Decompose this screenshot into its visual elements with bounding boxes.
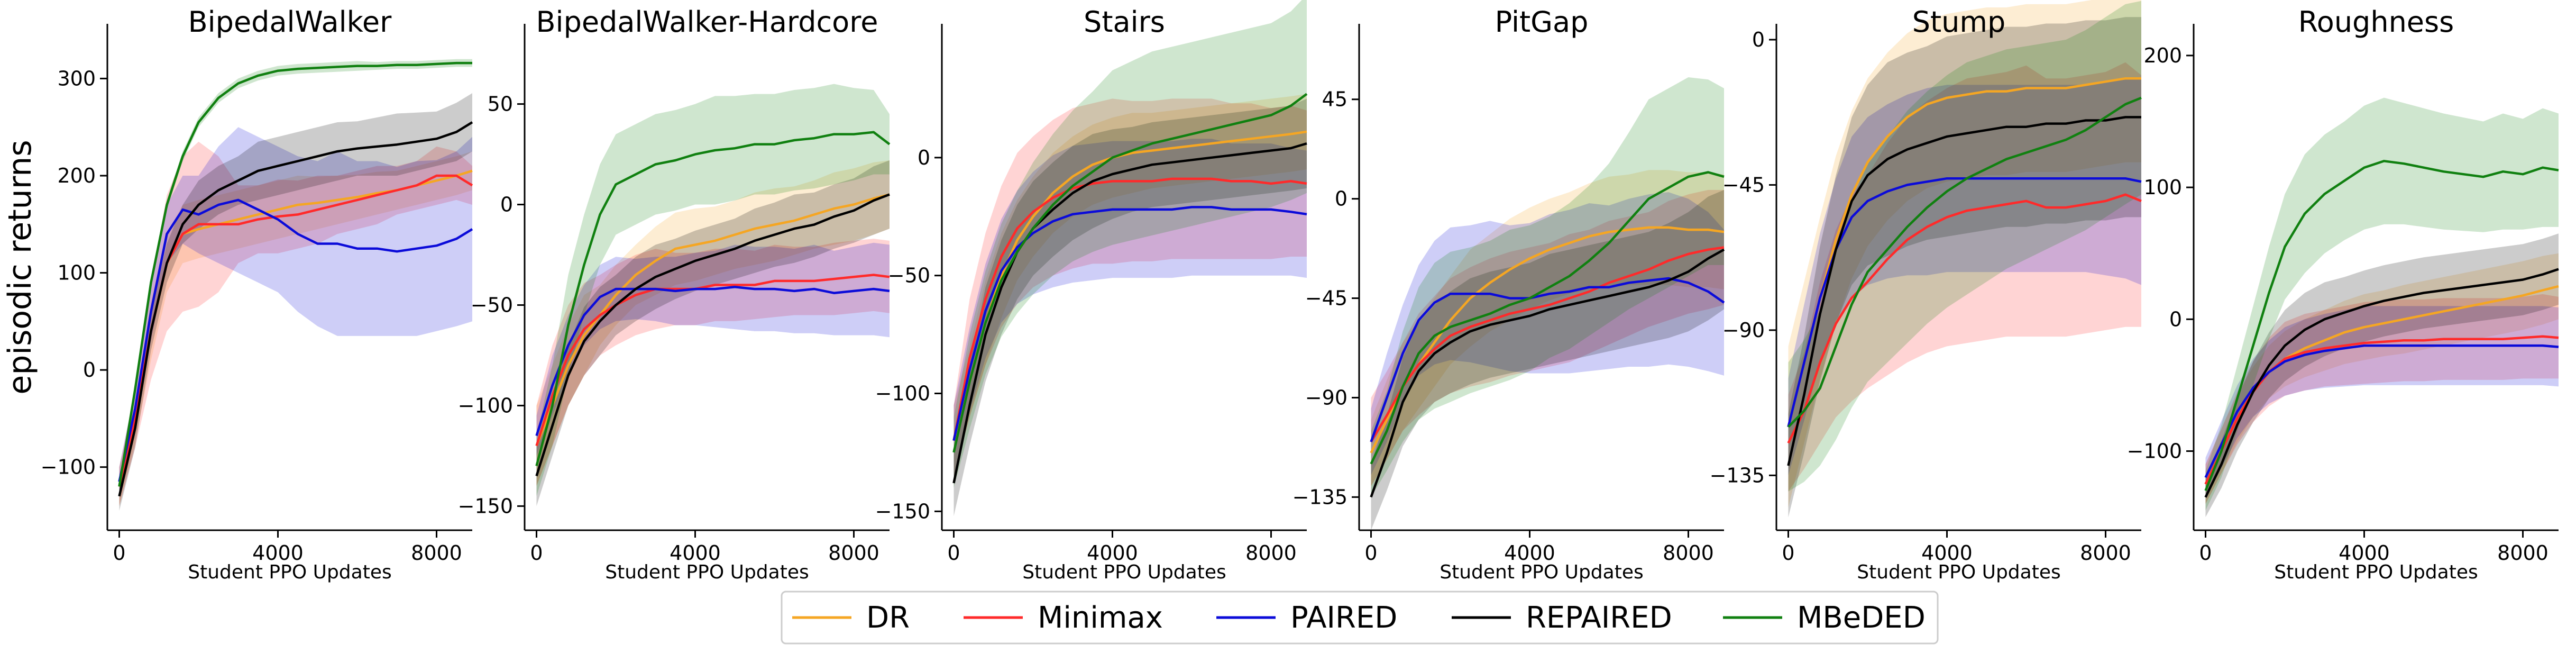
x-axis-label: Student PPO Updates bbox=[1857, 561, 2061, 583]
legend-label: REPAIRED bbox=[1526, 601, 1672, 635]
legend: DR Minimax PAIRED REPAIRED MBeDED bbox=[782, 592, 1938, 643]
panel-bipedalwalker: −100 0 100 200 300 0 4000 8000 BipedalWalker Stud… bbox=[41, 5, 472, 583]
x-tick-label: 0 bbox=[947, 541, 960, 565]
y-tick-label: 100 bbox=[2143, 176, 2182, 199]
panels: −100 0 100 200 300 0 4000 8000 BipedalWalker Stud… bbox=[41, 0, 2559, 583]
y-tick-label: 200 bbox=[57, 164, 96, 187]
panel-title: BipedalWalker-Hardcore bbox=[536, 5, 878, 39]
y-tick-label: 200 bbox=[2143, 44, 2182, 67]
y-tick-label: −100 bbox=[458, 394, 513, 417]
y-tick-label: 0 bbox=[1752, 28, 1765, 51]
y-tick-label: 50 bbox=[488, 93, 513, 116]
legend-label: MBeDED bbox=[1797, 601, 1926, 635]
panel-pitgap: −135 −90 −45 0 45 0 4000 8000 PitGap Student PPO … bbox=[1292, 5, 1724, 583]
legend-label: Minimax bbox=[1038, 601, 1163, 635]
panel-roughness: −100 0 100 200 0 4000 8000 Roughness Student PPO… bbox=[2127, 5, 2559, 583]
x-tick-label: 8000 bbox=[411, 541, 462, 565]
x-tick-label: 8000 bbox=[1663, 541, 1714, 565]
panel-bipedalwalker-hardcore: −150 −100 −50 0 50 0 4000 8000 BipedalWalker-Har… bbox=[458, 5, 890, 583]
x-tick-label: 0 bbox=[2199, 541, 2212, 565]
y-tick-label: 300 bbox=[57, 67, 96, 90]
x-tick-label: 0 bbox=[1782, 541, 1794, 565]
panel-title: Stairs bbox=[1084, 5, 1165, 39]
y-tick-label: 0 bbox=[2169, 307, 2182, 331]
x-axis-label: Student PPO Updates bbox=[1440, 561, 1644, 583]
y-tick-label: −150 bbox=[458, 494, 513, 518]
y-tick-label: −135 bbox=[1292, 485, 1347, 509]
y-tick-label: 45 bbox=[1322, 88, 1347, 111]
x-axis-label: Student PPO Updates bbox=[2274, 561, 2478, 583]
y-tick-label: −90 bbox=[1305, 386, 1347, 409]
x-axis-label: Student PPO Updates bbox=[605, 561, 809, 583]
x-tick-label: 8000 bbox=[1245, 541, 1297, 565]
y-tick-label: −90 bbox=[1722, 319, 1765, 342]
y-tick-label: −135 bbox=[1710, 464, 1765, 487]
legend-label: PAIRED bbox=[1290, 601, 1397, 635]
y-tick-label: 0 bbox=[918, 146, 930, 169]
x-tick-label: 8000 bbox=[828, 541, 879, 565]
x-axis-label: Student PPO Updates bbox=[1022, 561, 1226, 583]
y-tick-label: −100 bbox=[875, 382, 930, 405]
y-tick-label: −45 bbox=[1722, 173, 1765, 196]
y-tick-label: −50 bbox=[888, 264, 930, 287]
x-axis-label: Student PPO Updates bbox=[188, 561, 392, 583]
y-tick-label: −45 bbox=[1305, 287, 1347, 310]
panel-title: Stump bbox=[1912, 5, 2006, 39]
x-tick-label: 0 bbox=[530, 541, 543, 565]
x-tick-label: 8000 bbox=[2497, 541, 2549, 565]
panel-stairs: −150 −100 −50 0 0 4000 8000 Stairs Student PPO U… bbox=[875, 0, 1307, 583]
x-tick-label: 0 bbox=[1364, 541, 1377, 565]
x-tick-label: 8000 bbox=[2080, 541, 2131, 565]
panel-title: BipedalWalker bbox=[188, 5, 392, 39]
y-tick-label: 100 bbox=[57, 261, 96, 285]
y-tick-label: −100 bbox=[41, 456, 96, 479]
y-tick-label: 0 bbox=[500, 193, 513, 216]
panel-title: PitGap bbox=[1495, 5, 1589, 39]
y-tick-label: 0 bbox=[83, 358, 96, 382]
x-tick-label: 0 bbox=[113, 541, 125, 565]
y-tick-label: −100 bbox=[2127, 439, 2182, 462]
legend-label: DR bbox=[866, 601, 910, 635]
y-tick-label: 0 bbox=[1335, 187, 1347, 211]
figure-ylabel: episodic returns bbox=[2, 140, 39, 394]
y-tick-label: −50 bbox=[471, 293, 513, 316]
panel-stump: −135−90−4500 4000 8000StumpStudent PPO Upd… bbox=[1710, 0, 2141, 583]
y-tick-label: −150 bbox=[875, 500, 930, 523]
panel-title: Roughness bbox=[2298, 5, 2454, 39]
